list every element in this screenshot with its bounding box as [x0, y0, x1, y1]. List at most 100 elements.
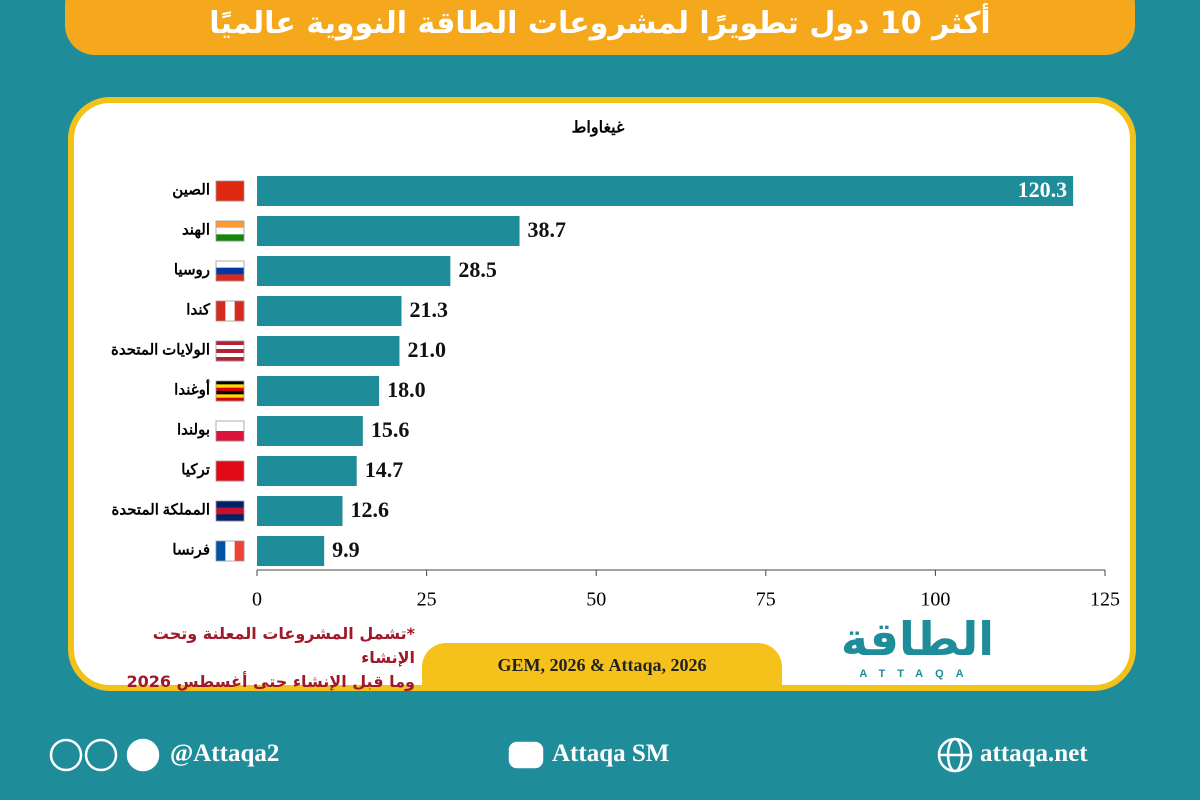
flag: [215, 300, 245, 322]
value-label: 14.7: [365, 457, 404, 482]
footnote-line: *تشمل المشروعات المعلنة وتحت الإنشاء: [152, 624, 415, 667]
flag: [215, 420, 245, 442]
flag-stripe: [216, 341, 244, 346]
footnote-line: وما قبل الإنشاء حتى أغسطس 2026: [126, 672, 415, 691]
flag-border: [215, 220, 245, 242]
flag-border: [215, 460, 245, 482]
footer-icons: [49, 737, 973, 773]
flag: [215, 340, 245, 362]
value-label: 28.5: [458, 257, 497, 282]
flag-border: [215, 500, 245, 522]
bar: [257, 296, 402, 326]
y-tick-label: الصين: [172, 182, 210, 198]
chart-title: أكثر 10 دول تطويرًا لمشروعات الطاقة النو…: [209, 6, 991, 41]
x-tick-label: 50: [586, 589, 606, 611]
flag-border: [215, 260, 245, 282]
value-label: 21.3: [409, 297, 448, 322]
flag-stripe: [225, 541, 235, 561]
flag-stripe: [216, 261, 244, 268]
flag-border: [215, 300, 245, 322]
website[interactable]: attaqa.net: [980, 740, 1088, 767]
flag-stripe: [225, 301, 235, 321]
flag-stripe: [216, 353, 244, 358]
bar: [257, 176, 1074, 206]
bar: [257, 336, 400, 366]
y-tick-label: كندا: [186, 302, 211, 318]
flag-stripe: [216, 421, 244, 432]
flag-stripe: [216, 381, 244, 385]
flag-stripe: [216, 501, 244, 508]
youtube-handle[interactable]: Attaqa SM: [552, 740, 670, 767]
flag-stripe: [234, 541, 245, 561]
flag: [215, 220, 245, 242]
flag: [215, 180, 245, 202]
flag-stripe: [216, 274, 244, 282]
y-tick-label: أوغندا: [174, 378, 210, 398]
flag-stripe: [216, 349, 244, 354]
value-label: 120.3: [1018, 177, 1068, 202]
flag-stripe: [216, 357, 244, 362]
value-label: 15.6: [371, 417, 410, 442]
flag-stripe: [216, 234, 244, 242]
bar: [257, 256, 451, 286]
flag-stripe: [216, 387, 244, 392]
flag: [215, 460, 245, 482]
flag-stripe: [216, 397, 244, 402]
bar: [257, 376, 380, 406]
value-label: 18.0: [387, 377, 426, 402]
y-tick-label: بولندا: [177, 422, 210, 438]
bar: [257, 456, 357, 486]
x-tick-label: 0: [252, 589, 262, 611]
flag-stripe: [216, 394, 244, 398]
flag-stripe: [216, 514, 244, 522]
value-label: 21.0: [407, 337, 446, 362]
bar: [257, 536, 325, 566]
value-label: 12.6: [350, 497, 389, 522]
y-tick-label: تركيا: [181, 462, 210, 478]
axis-label: غيغاواط: [572, 120, 625, 138]
footnote: *تشمل المشروعات المعلنة وتحت الإنشاء وما…: [100, 622, 415, 694]
bar: [257, 496, 343, 526]
bar: [257, 416, 363, 446]
x-tick-label: 25: [417, 589, 437, 611]
source: GEM, 2026 & Attaqa, 2026: [497, 655, 707, 675]
flag: [215, 540, 245, 562]
flag-border: [215, 340, 245, 362]
x-tick-label: 100: [920, 589, 950, 611]
flag-stripe: [216, 391, 244, 395]
flag-stripe: [216, 384, 244, 388]
flag-stripe: [216, 221, 244, 228]
y-tick-label: الهند: [182, 222, 210, 238]
x-tick-label: 75: [756, 589, 776, 611]
flag-stripe: [216, 301, 226, 321]
flag-border: [215, 380, 245, 402]
logo-latin: ATTAQA: [859, 668, 976, 680]
flag-stripe: [234, 301, 245, 321]
flag-stripe: [216, 345, 244, 350]
flag-stripe: [216, 267, 244, 275]
y-tick-label: روسيا: [174, 262, 210, 278]
y-tick-label: الولايات المتحدة: [111, 342, 210, 358]
flag-stripe: [216, 507, 244, 515]
value-label: 9.9: [332, 537, 360, 562]
source-bar: [422, 643, 782, 689]
flag-stripe: [216, 541, 226, 561]
bar: [257, 216, 520, 246]
flag-border: [215, 180, 245, 202]
flag-stripe: [216, 431, 244, 442]
flag-stripe: [216, 461, 244, 482]
flag-stripe: [216, 227, 244, 235]
value-label: 38.7: [528, 217, 567, 242]
flag: [215, 260, 245, 282]
flag-border: [215, 420, 245, 442]
y-tick-label: فرنسا: [172, 542, 210, 558]
social-handle[interactable]: @Attaqa2: [170, 740, 280, 767]
logo: الطاقة: [840, 612, 995, 666]
title-banner: [65, 0, 1135, 55]
x-tick-label: 125: [1090, 589, 1120, 611]
flag-stripe: [216, 181, 244, 202]
y-tick-label: المملكة المتحدة: [112, 502, 210, 518]
flag: [215, 380, 245, 402]
